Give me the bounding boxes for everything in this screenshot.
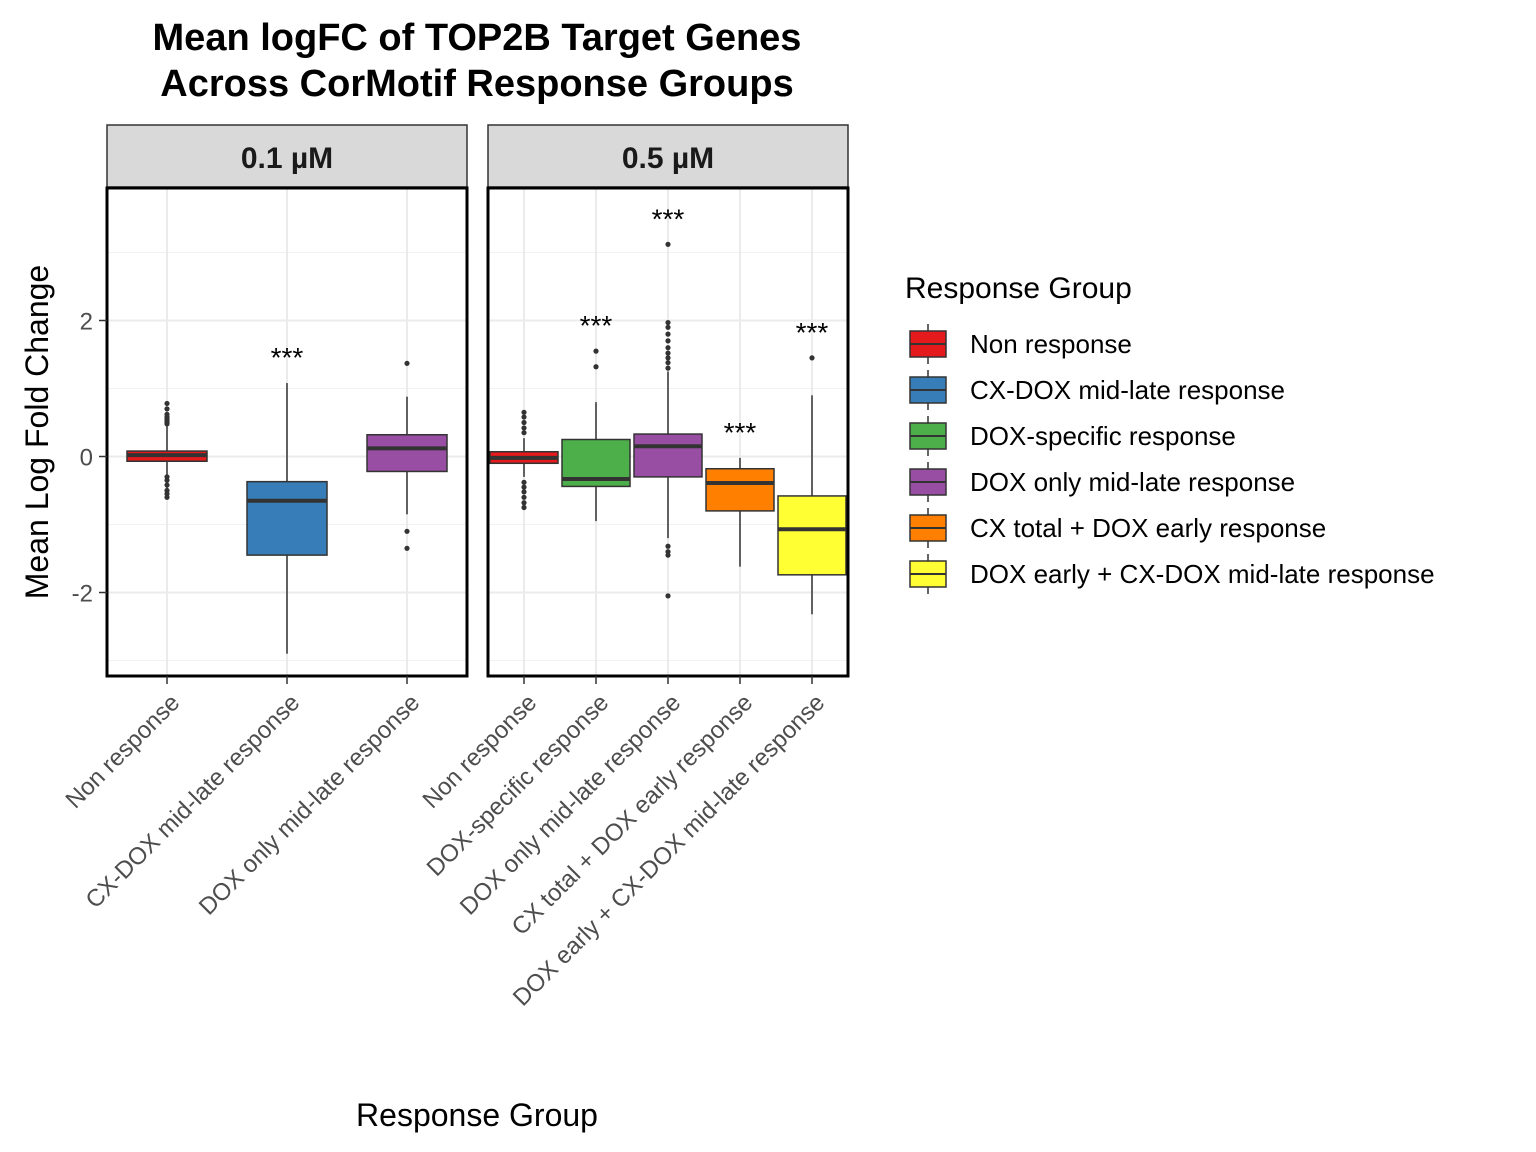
box-body (633, 433, 703, 478)
legend-item: DOX only mid-late response (909, 462, 1295, 502)
legend: Response Group Non response CX-DOX mid-la… (905, 272, 1435, 594)
outlier-point (665, 552, 671, 558)
outlier-point (521, 479, 527, 485)
outlier-point (665, 338, 671, 344)
facet-strip-label: 0.1 µM (241, 142, 333, 175)
outlier-point (593, 348, 599, 354)
facet-strip (487, 124, 849, 188)
legend-label: DOX-specific response (970, 421, 1236, 451)
outlier-point (404, 360, 410, 366)
legend-item: CX-DOX mid-late response (909, 370, 1285, 410)
significance-label: *** (796, 317, 829, 348)
x-tick-label: CX-DOX mid-late response (81, 689, 306, 914)
chart-title-line-1: Mean logFC of TOP2B Target Genes (153, 17, 802, 59)
outlier-point (521, 504, 527, 511)
outlier-point (164, 482, 170, 488)
outlier-point (521, 414, 527, 420)
outlier-point (404, 528, 410, 534)
box-dox-specific-response: *** (561, 310, 631, 522)
y-axis: -2 0 2 (72, 309, 107, 608)
legend-label: Non response (970, 329, 1132, 359)
box-dox-only-mid-late-response: *** (633, 203, 703, 599)
outlier-point (665, 241, 671, 247)
legend-label: CX total + DOX early response (970, 513, 1326, 543)
outlier-point (665, 543, 671, 549)
outlier-point (521, 494, 527, 500)
outlier-point (809, 355, 815, 361)
legend-title: Response Group (905, 272, 1132, 305)
box-cx-total-dox-early-response: *** (705, 417, 775, 567)
chart-title: Mean logFC of TOP2B Target Genes Across … (153, 17, 802, 105)
legend-item: CX total + DOX early response (909, 508, 1326, 548)
facet-strip (106, 124, 468, 188)
legend-item: Non response (909, 324, 1132, 364)
y-tick-label: 2 (80, 309, 93, 336)
box-body (777, 495, 847, 576)
outlier-point (665, 331, 671, 337)
box-body (366, 433, 448, 473)
box-body (246, 480, 328, 556)
outlier-point (665, 324, 671, 330)
outlier-point (665, 593, 671, 599)
outlier-point (521, 430, 527, 436)
facet-strip-label: 0.5 µM (622, 142, 714, 175)
legend-item: DOX early + CX-DOX mid-late response (909, 554, 1435, 594)
box-dox-early-cx-dox-mid-late-response: *** (777, 317, 847, 615)
y-tick-label: -2 (72, 581, 93, 608)
legend-label: CX-DOX mid-late response (970, 375, 1285, 405)
box-cx-dox-mid-late-response: *** (246, 342, 328, 654)
y-axis-title: Mean Log Fold Change (19, 265, 55, 599)
outlier-point (521, 489, 527, 495)
outlier-point (665, 345, 671, 351)
outlier-point (665, 350, 671, 356)
legend-label: DOX only mid-late response (970, 467, 1295, 497)
outlier-point (164, 421, 170, 427)
outlier-point (521, 425, 527, 431)
outlier-point (164, 477, 170, 483)
outlier-point (521, 500, 527, 506)
chart-title-line-2: Across CorMotif Response Groups (160, 63, 793, 105)
outlier-point (164, 400, 170, 407)
x-tick-label: DOX only mid-late response (194, 689, 425, 920)
outlier-point (665, 360, 671, 366)
facet-panel-2: 0.5 µM************Non responseDOX-specif… (417, 124, 850, 1011)
outlier-point (164, 406, 170, 412)
outlier-point (665, 319, 671, 326)
box-body (705, 467, 775, 512)
outlier-point (164, 494, 170, 500)
significance-label: *** (271, 342, 304, 373)
x-axis-title: Response Group (356, 1097, 598, 1133)
outlier-point (665, 365, 671, 371)
outlier-point (665, 355, 671, 361)
legend-item: DOX-specific response (909, 416, 1236, 456)
box-non-response (126, 400, 208, 500)
box-dox-only-mid-late-response (366, 360, 448, 551)
significance-label: *** (724, 417, 757, 448)
outlier-point (521, 409, 527, 415)
significance-label: *** (652, 203, 685, 234)
legend-label: DOX early + CX-DOX mid-late response (970, 559, 1435, 589)
outlier-point (593, 364, 599, 370)
outlier-point (404, 545, 410, 551)
box-non-response (489, 409, 559, 511)
y-tick-label: 0 (80, 445, 93, 472)
x-tick-label: Non response (60, 689, 185, 814)
outlier-point (521, 419, 527, 426)
outlier-point (521, 484, 527, 490)
significance-label: *** (580, 310, 613, 341)
